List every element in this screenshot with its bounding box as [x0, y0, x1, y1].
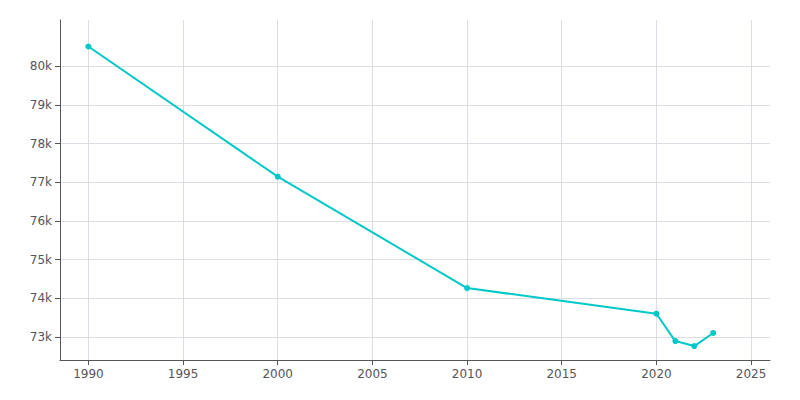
- svg-text:76k: 76k: [30, 214, 52, 228]
- svg-text:80k: 80k: [30, 59, 52, 73]
- svg-text:78k: 78k: [30, 137, 52, 151]
- svg-text:2010: 2010: [452, 367, 483, 381]
- svg-text:75k: 75k: [30, 253, 52, 267]
- svg-text:2020: 2020: [641, 367, 672, 381]
- svg-text:1995: 1995: [168, 367, 199, 381]
- svg-text:79k: 79k: [30, 98, 52, 112]
- svg-text:2000: 2000: [262, 367, 293, 381]
- svg-text:2025: 2025: [736, 367, 767, 381]
- svg-text:2005: 2005: [357, 367, 388, 381]
- svg-text:1990: 1990: [73, 367, 104, 381]
- svg-text:74k: 74k: [30, 291, 52, 305]
- svg-text:77k: 77k: [30, 175, 52, 189]
- svg-text:2015: 2015: [546, 367, 577, 381]
- svg-text:73k: 73k: [30, 330, 52, 344]
